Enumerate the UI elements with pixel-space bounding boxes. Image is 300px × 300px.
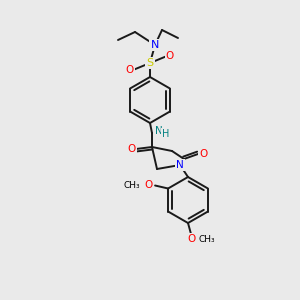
Text: CH₃: CH₃	[199, 235, 215, 244]
Text: O: O	[166, 51, 174, 61]
Text: O: O	[199, 149, 207, 159]
Text: N: N	[176, 160, 184, 170]
Text: S: S	[146, 58, 154, 68]
Text: O: O	[144, 181, 152, 190]
Text: O: O	[128, 144, 136, 154]
Text: CH₃: CH₃	[124, 181, 140, 190]
Text: H: H	[162, 129, 170, 139]
Text: O: O	[187, 234, 195, 244]
Text: O: O	[126, 65, 134, 75]
Text: N: N	[155, 126, 163, 136]
Text: N: N	[151, 40, 159, 50]
